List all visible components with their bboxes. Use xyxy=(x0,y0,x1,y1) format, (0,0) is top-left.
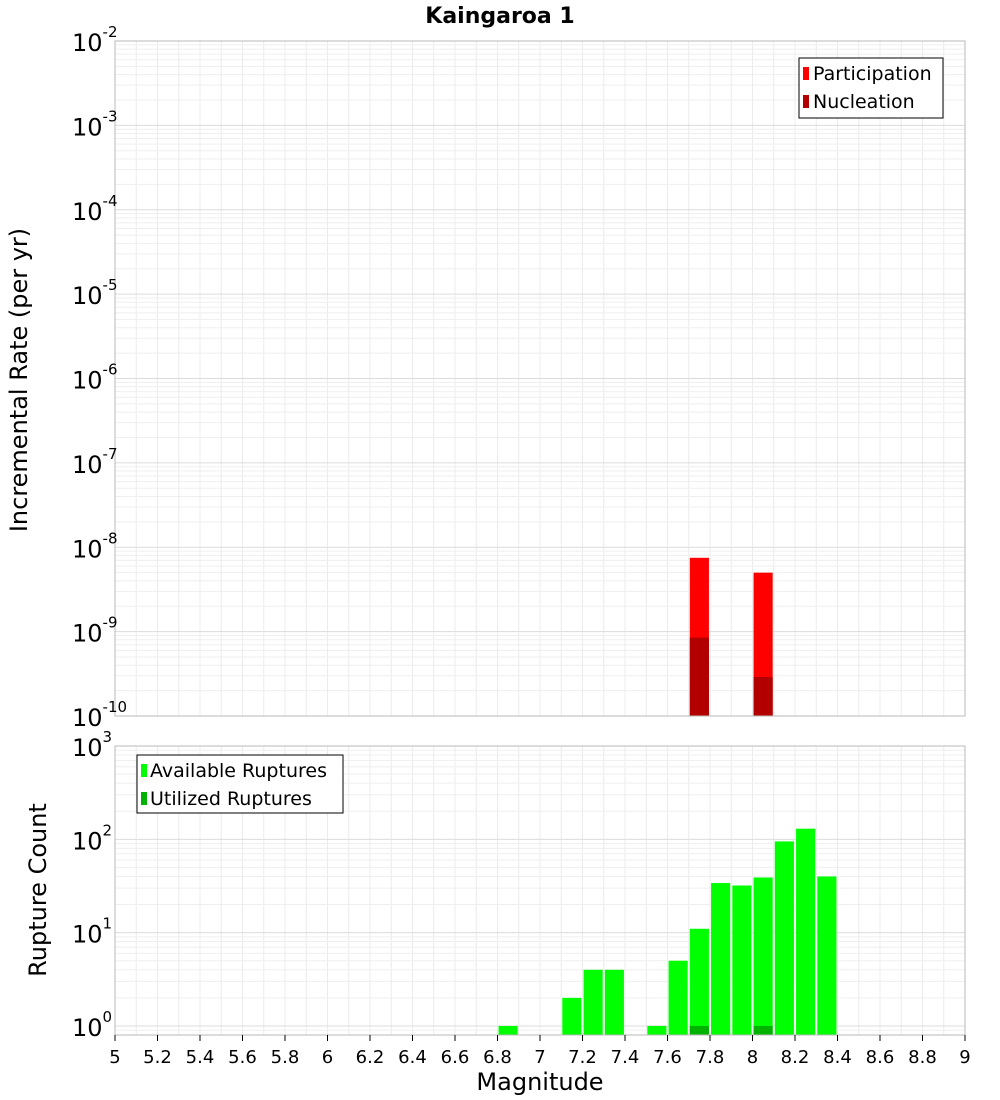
x-tick-label: 7 xyxy=(534,1047,545,1068)
bottom-bars xyxy=(498,828,837,1035)
top-y-tick-label: 10-5 xyxy=(72,276,118,310)
bottom-bar-available-ruptures xyxy=(583,969,603,1035)
bottom-legend-box xyxy=(136,754,344,814)
bottom-bar-available-ruptures xyxy=(498,1025,518,1035)
x-tick-label: 5 xyxy=(109,1047,120,1068)
bottom-legend: Available Ruptures Utilized Ruptures xyxy=(136,754,344,814)
bottom-y-ticks: 100 101 102 103 xyxy=(72,728,112,1042)
top-y-ticks: 10-10 10-9 10-8 10-7 10-6 10-5 10-4 10-3 10-2 xyxy=(72,23,127,732)
top-bars xyxy=(689,557,773,716)
x-tick-label: 5.4 xyxy=(186,1047,215,1068)
x-tick-label: 6.6 xyxy=(441,1047,470,1068)
top-legend: Participation Nucleation xyxy=(798,57,944,119)
x-tick-label: 8.8 xyxy=(908,1047,937,1068)
bottom-bar-available-ruptures xyxy=(753,877,773,1035)
x-tick-label: 5.8 xyxy=(271,1047,300,1068)
top-bar-nucleation xyxy=(753,676,773,716)
legend-nucleation-swatch xyxy=(803,95,809,108)
top-y-tick-label: 10-3 xyxy=(72,107,118,141)
bottom-bar-available-ruptures xyxy=(647,1025,667,1035)
bottom-bar-available-ruptures xyxy=(796,828,816,1035)
legend-available-swatch xyxy=(141,764,147,777)
bottom-panel: 100 101 102 103 5 5.2 5.4 5.6 5.8 6 6.2 6.4 6.6 6.8 7… xyxy=(24,728,971,1096)
top-y-tick-label: 10-9 xyxy=(72,614,118,648)
top-y-tick-label: 10-4 xyxy=(72,192,118,226)
legend-utilized-label: Utilized Ruptures xyxy=(150,788,312,810)
bottom-bar-available-ruptures xyxy=(668,960,688,1035)
x-axis-label: Magnitude xyxy=(476,1068,603,1096)
chart-title: Kaingaroa 1 xyxy=(425,4,574,29)
top-y-tick-label: 10-10 xyxy=(72,698,127,732)
top-y-tick-label: 10-8 xyxy=(72,529,118,563)
bottom-y-axis-label: Rupture Count xyxy=(24,803,52,977)
x-tick-label: 8.2 xyxy=(781,1047,810,1068)
bottom-y-tick-label: 100 xyxy=(72,1008,112,1042)
bottom-bar-available-ruptures xyxy=(604,969,624,1035)
bottom-bar-available-ruptures xyxy=(562,997,582,1035)
x-tick-label: 6.4 xyxy=(398,1047,427,1068)
x-tick-label: 8.4 xyxy=(823,1047,852,1068)
bottom-bar-utilized-ruptures xyxy=(689,1025,709,1035)
bottom-bar-available-ruptures xyxy=(732,885,752,1035)
x-tick-label: 5.2 xyxy=(143,1047,172,1068)
x-tick-label: 8.6 xyxy=(866,1047,895,1068)
top-y-axis-label: Incremental Rate (per yr) xyxy=(5,228,33,532)
legend-utilized-swatch xyxy=(141,792,147,805)
x-tick-label: 6.2 xyxy=(356,1047,385,1068)
x-tick-label: 5.6 xyxy=(228,1047,257,1068)
x-tick-label: 7.2 xyxy=(568,1047,597,1068)
x-tick-label: 6 xyxy=(322,1047,333,1068)
top-grid xyxy=(114,40,966,717)
x-tick-label: 7.6 xyxy=(653,1047,682,1068)
top-bar-nucleation xyxy=(689,637,709,716)
bottom-bar-available-ruptures xyxy=(689,928,709,1035)
x-tick-label: 8 xyxy=(747,1047,758,1068)
bottom-bar-available-ruptures xyxy=(817,876,837,1035)
top-plot-frame xyxy=(114,40,966,717)
x-tick-label: 7.8 xyxy=(696,1047,725,1068)
bottom-bar-available-ruptures xyxy=(774,841,794,1035)
top-panel: 10-10 10-9 10-8 10-7 10-6 10-5 10-4 10-3 10-2 In… xyxy=(5,23,966,732)
bottom-bar-utilized-ruptures xyxy=(753,1025,773,1035)
top-legend-box xyxy=(798,57,944,119)
x-tick-label: 9 xyxy=(959,1047,970,1068)
top-y-tick-label: 10-2 xyxy=(72,23,118,57)
bottom-y-tick-label: 103 xyxy=(72,728,112,762)
top-y-tick-label: 10-7 xyxy=(72,445,118,479)
legend-participation-label: Participation xyxy=(813,63,932,85)
legend-nucleation-label: Nucleation xyxy=(813,91,915,113)
legend-available-label: Available Ruptures xyxy=(150,760,327,782)
x-ticks: 5 5.2 5.4 5.6 5.8 6 6.2 6.4 6.6 6.8 7 7.2 7.4 7.6 7.8 8… xyxy=(109,1035,971,1068)
x-tick-label: 6.8 xyxy=(483,1047,512,1068)
legend-participation-swatch xyxy=(803,67,809,80)
bottom-y-tick-label: 102 xyxy=(72,821,112,855)
top-y-tick-label: 10-6 xyxy=(72,361,118,395)
bottom-y-tick-label: 101 xyxy=(72,915,112,949)
bottom-bar-available-ruptures xyxy=(711,883,731,1035)
x-tick-label: 7.4 xyxy=(611,1047,640,1068)
